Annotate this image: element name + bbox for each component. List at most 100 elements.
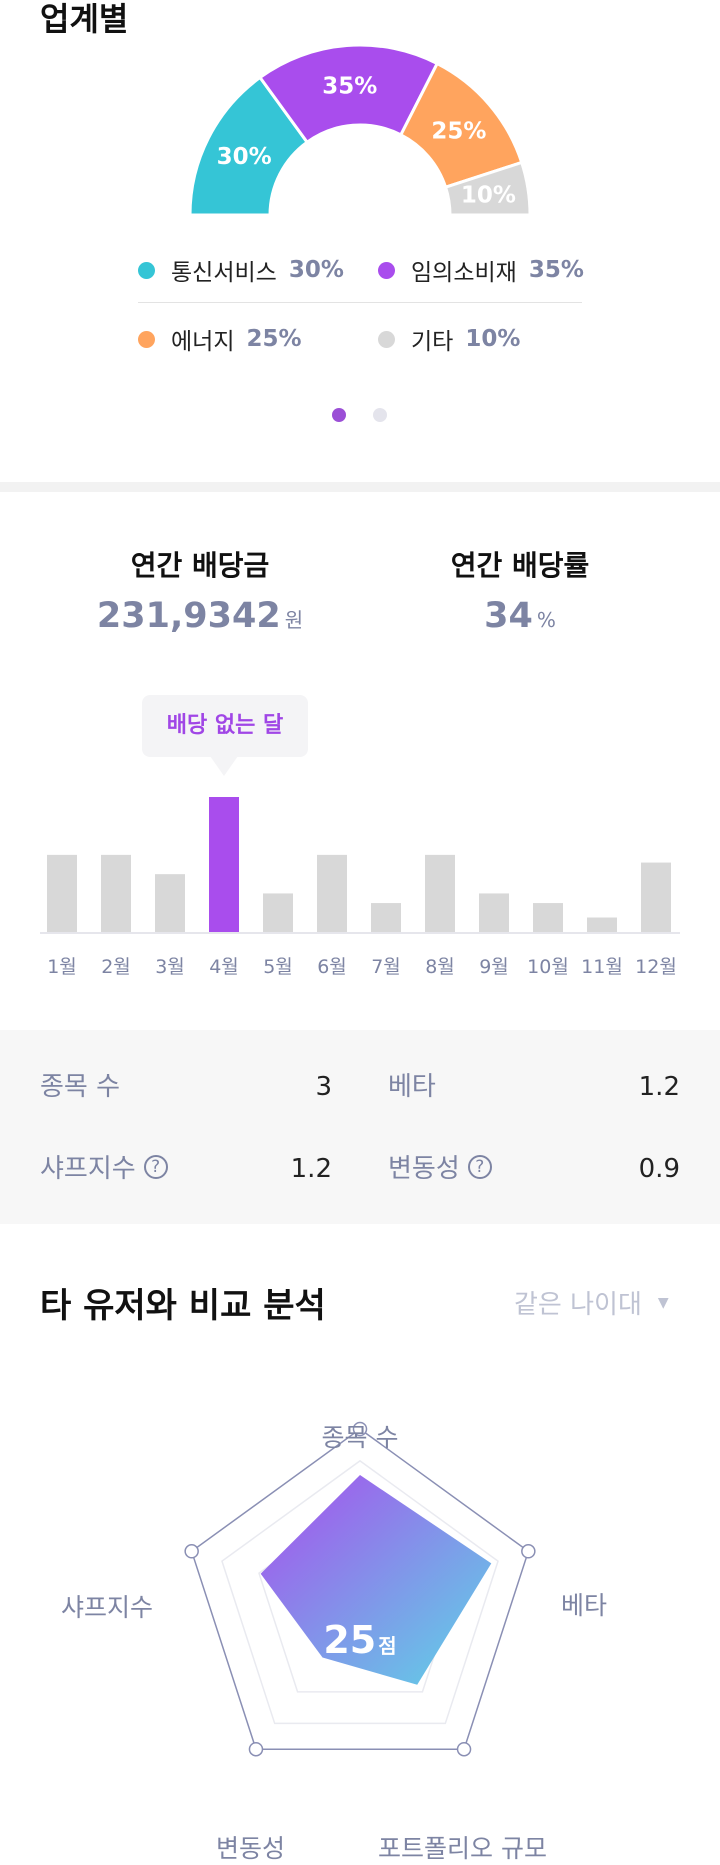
- legend-label: 통신서비스: [171, 260, 277, 286]
- legend-divider: [138, 302, 582, 303]
- bar-12월: [641, 862, 671, 932]
- legend-label: 기타: [411, 329, 454, 355]
- radar-vertex: [352, 1421, 368, 1437]
- metric-label-sharpe: 샤프지수?: [40, 1148, 168, 1185]
- bar-11월: [587, 917, 617, 932]
- monthly-dividend-bar-chart: 1월 2월 3월 4월 5월 6월 7월 8월 9월 10월 11월 12월: [40, 797, 680, 978]
- bar-tick-label: 11월: [581, 956, 623, 978]
- bar-5월: [263, 893, 293, 932]
- bar-tick-label: 5월: [263, 956, 293, 978]
- metric-label-volatility: 변동성?: [388, 1148, 492, 1185]
- donut-segment-label: 35%: [322, 73, 377, 99]
- legend-item-consumer-discretionary: 임의소비재 35%: [378, 253, 584, 287]
- chevron-down-icon: ▼: [657, 1294, 669, 1311]
- metric-value-beta: 1.2: [638, 1072, 680, 1102]
- radar-axis-label-volatility: 변동성: [216, 1834, 286, 1863]
- bar-tick-label: 4월: [209, 956, 239, 978]
- age-group-select[interactable]: 같은 나이대 ▼: [514, 1284, 669, 1321]
- annual-dividend-unit: 원: [284, 608, 304, 632]
- bar-3월: [155, 874, 185, 932]
- legend-item-telecom: 통신서비스 30%: [138, 253, 344, 287]
- legend-percent: 10%: [465, 326, 521, 352]
- age-group-select-value: 같은 나이대: [514, 1290, 642, 1320]
- legend-label: 에너지: [171, 329, 235, 355]
- annual-dividend-label: 연간 배당금: [130, 549, 270, 582]
- bar-tick-label: 3월: [155, 956, 185, 978]
- help-icon[interactable]: ?: [143, 1154, 168, 1179]
- radar-score-number: 25: [323, 1618, 377, 1662]
- legend-percent: 35%: [528, 257, 584, 283]
- metric-label-text: 변동성: [388, 1154, 460, 1184]
- metric-value-sharpe: 1.2: [290, 1154, 332, 1184]
- bar-tick-label: 8월: [425, 956, 455, 978]
- metric-value-stock-count: 3: [315, 1072, 332, 1102]
- bar-6월: [317, 854, 347, 932]
- pager-dot-2[interactable]: [373, 408, 387, 422]
- legend-item-other: 기타 10%: [378, 322, 520, 356]
- metric-label-beta: 베타: [388, 1066, 436, 1103]
- legend-item-energy: 에너지 25%: [138, 322, 302, 356]
- radar-vertex: [456, 1741, 472, 1757]
- radar-vertex: [521, 1544, 536, 1559]
- bar-10월: [533, 903, 563, 932]
- radar-axis-label-beta: 베타: [561, 1591, 608, 1620]
- metric-label-text: 베타: [388, 1072, 436, 1102]
- donut-segment-3: [443, 160, 532, 217]
- radar-vertex: [248, 1741, 264, 1757]
- radar-vertex: [184, 1544, 199, 1559]
- legend-dot: [138, 330, 155, 348]
- bar-1월: [47, 854, 77, 932]
- bar-tick-label: 12월: [635, 956, 677, 978]
- bar-8월: [425, 854, 455, 932]
- metric-label-stock-count: 종목 수: [40, 1066, 120, 1103]
- legend-dot: [378, 261, 395, 279]
- help-icon[interactable]: ?: [467, 1154, 492, 1179]
- radar-axis-label-stock-count: 종목 수: [321, 1423, 399, 1452]
- donut-segment-label: 25%: [431, 119, 486, 145]
- radar-axis-label-portfolio-size: 포트폴리오 규모: [378, 1834, 547, 1863]
- bar-tick-label: 7월: [371, 956, 401, 978]
- donut-segment-label: 30%: [217, 144, 272, 170]
- bar-tooltip-text: 배당 없는 달: [166, 713, 284, 738]
- donut-segment-label: 10%: [461, 183, 516, 209]
- metric-label-text: 종목 수: [40, 1072, 121, 1102]
- annual-dividend-rate-unit: %: [536, 608, 556, 632]
- bar-7월: [371, 903, 401, 932]
- annual-dividend-rate-label: 연간 배당률: [450, 549, 590, 582]
- radar-grid-ring-0: [221, 1459, 499, 1725]
- compare-section-title: 타 유저와 비교 분석: [40, 1286, 326, 1326]
- radar-axis-label-sharpe: 샤프지수: [61, 1593, 154, 1622]
- bar-tick-label: 10월: [527, 956, 569, 978]
- bar-tick-label: 9월: [479, 956, 509, 978]
- bar-tooltip-arrow: [210, 756, 238, 776]
- industry-donut-chart: 30% 35% 25% 10%: [188, 43, 532, 217]
- bar-2월: [101, 854, 131, 932]
- metrics-panel: [0, 1030, 720, 1224]
- annual-dividend-rate-value: 34%: [370, 596, 670, 636]
- radar-score: 25 점: [300, 1618, 420, 1662]
- radar-score-unit: 점: [378, 1634, 397, 1658]
- legend-dot: [138, 261, 155, 279]
- annual-dividend-rate-number: 34: [484, 596, 533, 636]
- bar-tick-label: 6월: [317, 956, 347, 978]
- bar-tick-label: 2월: [101, 956, 131, 978]
- annual-dividend-amount: 231,9342: [96, 596, 281, 636]
- bar-tooltip: [142, 695, 308, 757]
- metric-label-text: 샤프지수: [40, 1154, 136, 1184]
- industry-section-title: 업계별: [40, 0, 129, 38]
- bar-4월: [209, 797, 239, 932]
- pager-dot-1[interactable]: [332, 408, 346, 422]
- radar-value-shape: [260, 1475, 492, 1685]
- legend-percent: 25%: [246, 326, 302, 352]
- legend-dot: [378, 330, 395, 348]
- radar-outer-ring: [190, 1428, 530, 1750]
- metric-value-volatility: 0.9: [638, 1154, 680, 1184]
- donut-segment-1: [257, 43, 440, 145]
- legend-label: 임의소비재: [411, 260, 517, 286]
- annual-dividend-value: 231,9342 원: [50, 596, 350, 636]
- section-separator: [0, 482, 720, 492]
- bar-9월: [479, 893, 509, 932]
- legend-percent: 30%: [288, 257, 344, 283]
- bar-tick-label: 1월: [47, 956, 77, 978]
